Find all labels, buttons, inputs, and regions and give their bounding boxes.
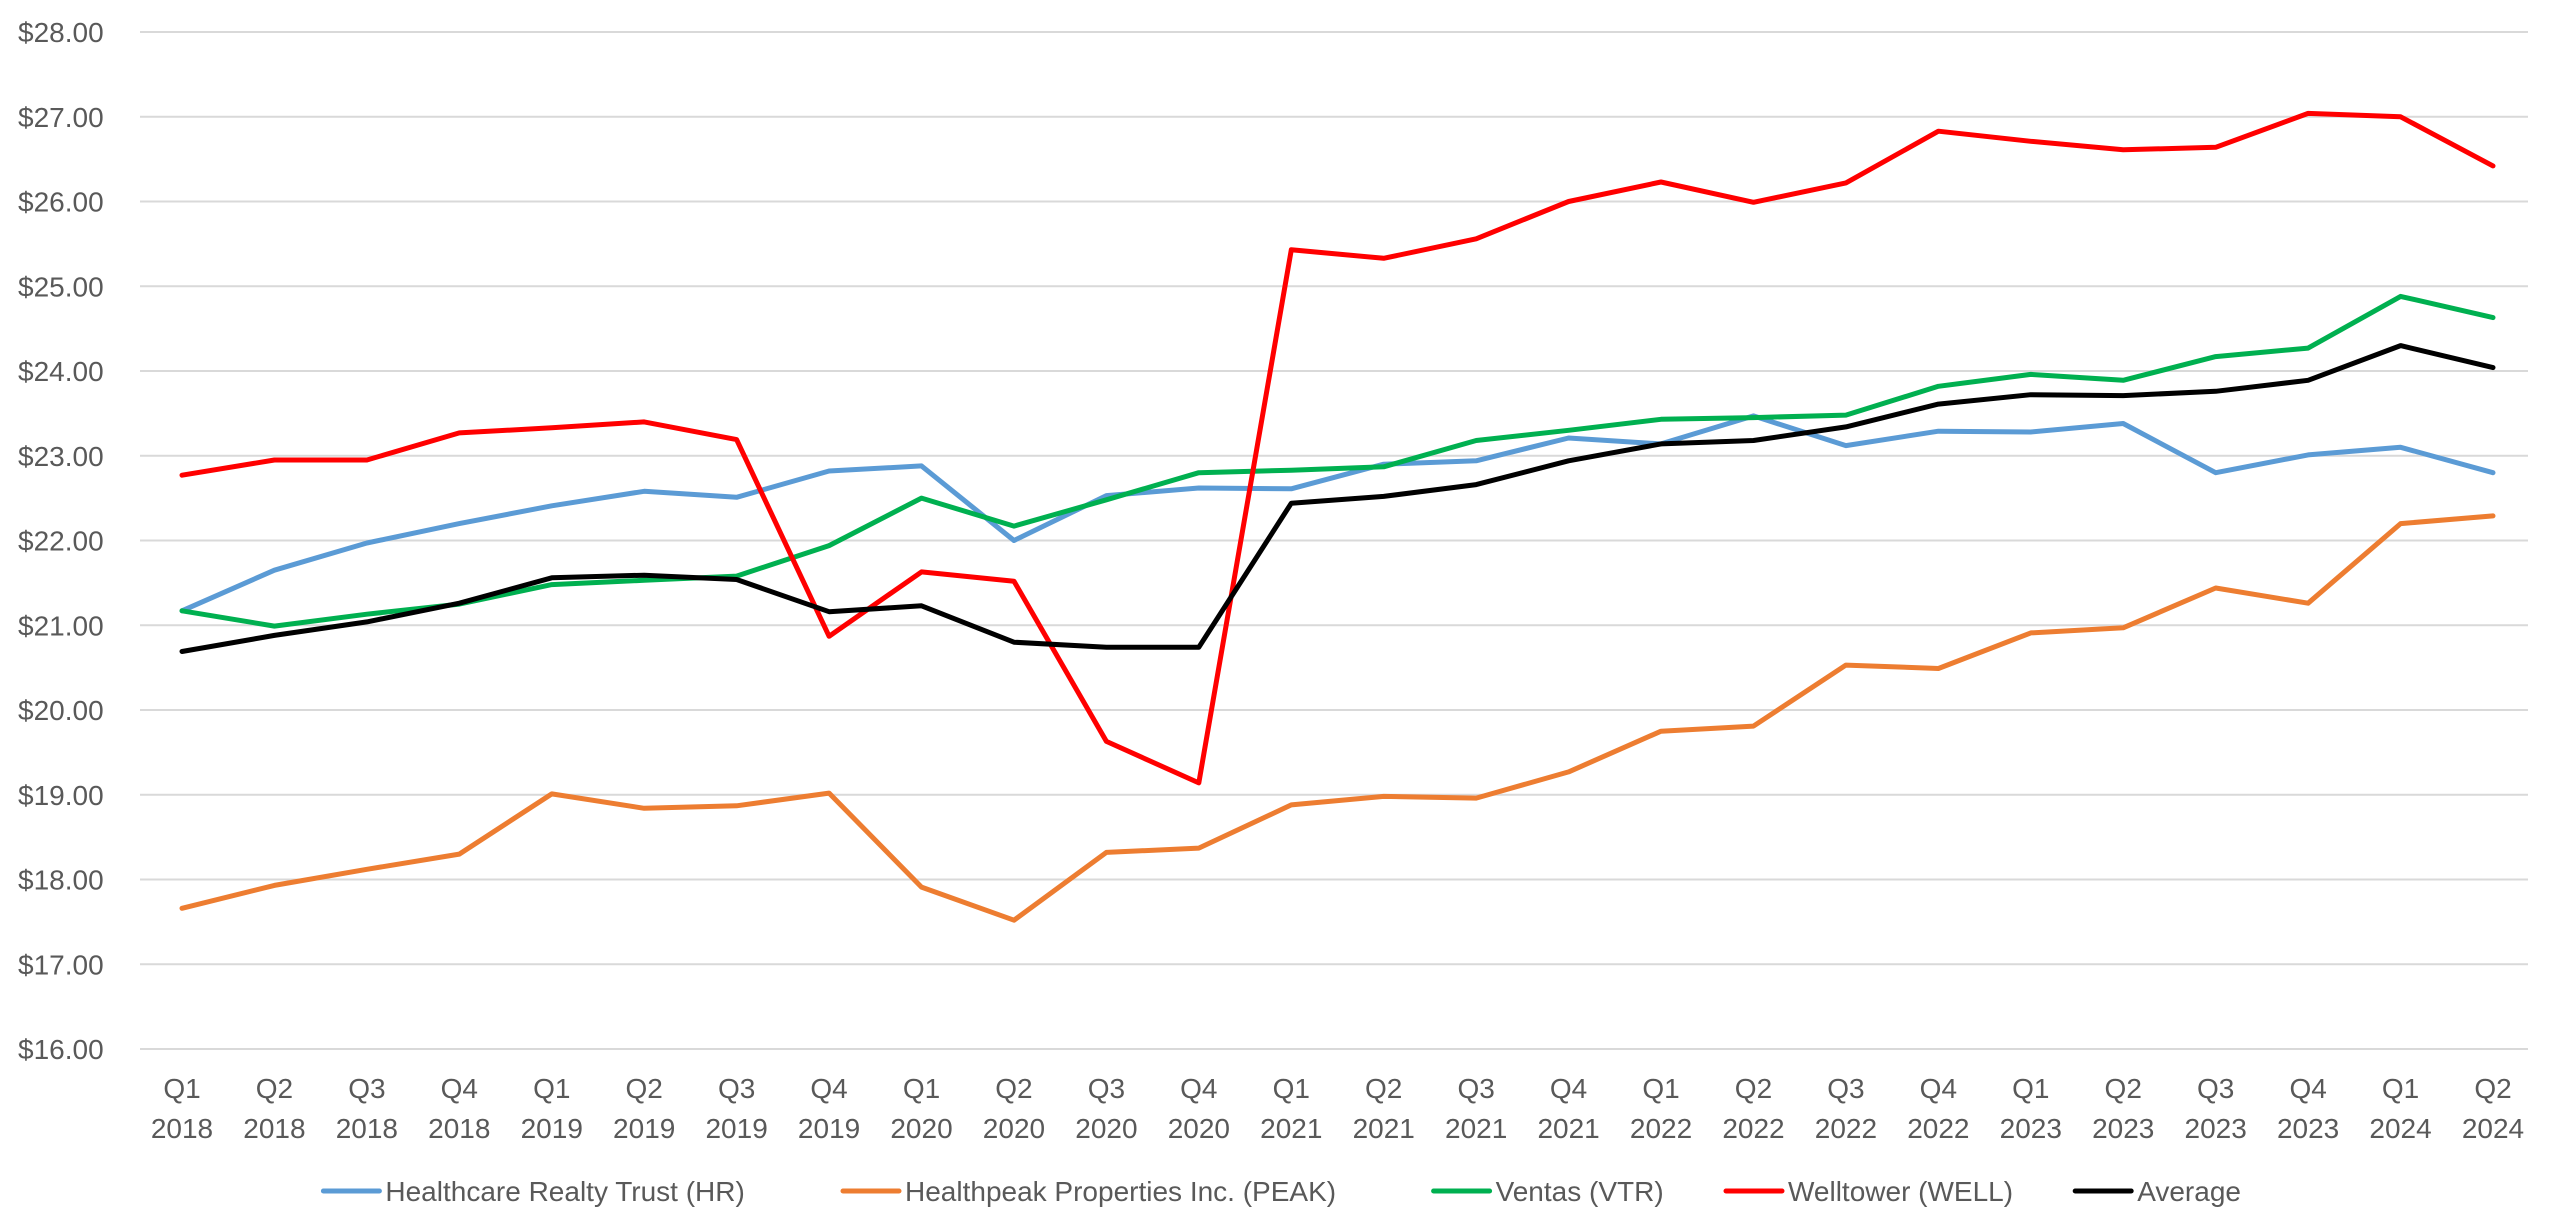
legend: Healthcare Realty Trust (HR) Healthpeak P… bbox=[320, 1176, 2241, 1207]
y-tick-label: $17.00 bbox=[18, 949, 104, 980]
x-tick-label-quarter: Q2 bbox=[626, 1073, 663, 1104]
x-tick-label-quarter: Q4 bbox=[441, 1073, 478, 1104]
x-tick-label-year: 2021 bbox=[1260, 1113, 1322, 1144]
y-tick-label: $28.00 bbox=[18, 17, 104, 48]
x-tick-label-quarter: Q2 bbox=[256, 1073, 293, 1104]
series-line-4 bbox=[179, 343, 2496, 654]
x-tick-label-year: 2023 bbox=[2185, 1113, 2247, 1144]
x-tick-label-year: 2018 bbox=[151, 1113, 213, 1144]
x-tick-label-quarter: Q3 bbox=[1457, 1073, 1494, 1104]
gridlines bbox=[140, 31, 2528, 1050]
x-tick-label-quarter: Q1 bbox=[1642, 1073, 1679, 1104]
x-tick-label-year: 2022 bbox=[1907, 1113, 1969, 1144]
y-tick-label: $20.00 bbox=[18, 695, 104, 726]
y-tick-label: $18.00 bbox=[18, 865, 104, 896]
x-tick-label-year: 2022 bbox=[1722, 1113, 1784, 1144]
series-line-3 bbox=[179, 110, 2496, 786]
legend-label: Welltower (WELL) bbox=[1788, 1176, 2013, 1207]
y-tick-label: $16.00 bbox=[18, 1034, 104, 1065]
x-tick-label-year: 2023 bbox=[2092, 1113, 2154, 1144]
x-tick-label-quarter: Q1 bbox=[903, 1073, 940, 1104]
x-tick-label-quarter: Q1 bbox=[533, 1073, 570, 1104]
x-tick-label-year: 2023 bbox=[2000, 1113, 2062, 1144]
x-tick-label-quarter: Q4 bbox=[2289, 1073, 2326, 1104]
legend-label: Average bbox=[2137, 1176, 2241, 1207]
x-tick-label-year: 2023 bbox=[2277, 1113, 2339, 1144]
x-tick-label-quarter: Q3 bbox=[1827, 1073, 1864, 1104]
x-tick-label-quarter: Q4 bbox=[1550, 1073, 1587, 1104]
x-tick-label-year: 2020 bbox=[983, 1113, 1045, 1144]
legend-label: Healthpeak Properties Inc. (PEAK) bbox=[905, 1176, 1336, 1207]
x-tick-label-quarter: Q4 bbox=[810, 1073, 847, 1104]
y-tick-label: $23.00 bbox=[18, 441, 104, 472]
x-tick-label-year: 2024 bbox=[2462, 1113, 2524, 1144]
x-tick-label-year: 2018 bbox=[428, 1113, 490, 1144]
series-line-1 bbox=[179, 513, 2496, 923]
x-tick-label-year: 2024 bbox=[2369, 1113, 2431, 1144]
y-tick-label: $24.00 bbox=[18, 356, 104, 387]
x-tick-label-year: 2018 bbox=[243, 1113, 305, 1144]
x-tick-label-quarter: Q3 bbox=[348, 1073, 385, 1104]
x-tick-label-year: 2019 bbox=[705, 1113, 767, 1144]
y-tick-label: $21.00 bbox=[18, 610, 104, 641]
x-tick-label-quarter: Q4 bbox=[1180, 1073, 1217, 1104]
x-tick-label-year: 2021 bbox=[1445, 1113, 1507, 1144]
x-axis-tick-labels: Q1 2018 Q2 2018 Q3 2018 Q4 2018 Q1 2019 Q2 2019 Q3 20… bbox=[151, 1073, 2524, 1144]
legend-label: Healthcare Realty Trust (HR) bbox=[385, 1176, 744, 1207]
x-tick-label-quarter: Q2 bbox=[2105, 1073, 2142, 1104]
series-line-0 bbox=[179, 413, 2496, 614]
x-tick-label-quarter: Q2 bbox=[995, 1073, 1032, 1104]
x-tick-label-quarter: Q1 bbox=[2382, 1073, 2419, 1104]
x-tick-label-quarter: Q2 bbox=[1735, 1073, 1772, 1104]
x-tick-label-year: 2020 bbox=[1075, 1113, 1137, 1144]
x-tick-label-year: 2020 bbox=[1168, 1113, 1230, 1144]
x-tick-label-quarter: Q4 bbox=[1920, 1073, 1957, 1104]
x-tick-label-year: 2019 bbox=[613, 1113, 675, 1144]
legend-label: Ventas (VTR) bbox=[1496, 1176, 1664, 1207]
x-tick-label-year: 2022 bbox=[1630, 1113, 1692, 1144]
y-tick-label: $26.00 bbox=[18, 187, 104, 218]
x-tick-label-quarter: Q1 bbox=[163, 1073, 200, 1104]
series-lines bbox=[179, 110, 2496, 923]
x-tick-label-year: 2018 bbox=[336, 1113, 398, 1144]
x-tick-label-quarter: Q1 bbox=[2012, 1073, 2049, 1104]
x-tick-label-quarter: Q2 bbox=[2474, 1073, 2511, 1104]
y-tick-label: $22.00 bbox=[18, 526, 104, 557]
x-tick-label-quarter: Q3 bbox=[1088, 1073, 1125, 1104]
x-tick-label-quarter: Q3 bbox=[718, 1073, 755, 1104]
x-tick-label-year: 2019 bbox=[798, 1113, 860, 1144]
x-tick-label-year: 2019 bbox=[521, 1113, 583, 1144]
x-tick-label-quarter: Q3 bbox=[2197, 1073, 2234, 1104]
x-tick-label-year: 2021 bbox=[1353, 1113, 1415, 1144]
x-tick-label-quarter: Q1 bbox=[1273, 1073, 1310, 1104]
x-tick-label-year: 2021 bbox=[1537, 1113, 1599, 1144]
y-tick-label: $27.00 bbox=[18, 102, 104, 133]
x-tick-label-year: 2020 bbox=[890, 1113, 952, 1144]
y-axis-tick-labels: $16.00 $17.00 $18.00 $19.00 $20.00 $21.00 $22.… bbox=[18, 17, 104, 1065]
y-tick-label: $19.00 bbox=[18, 780, 104, 811]
x-tick-label-year: 2022 bbox=[1815, 1113, 1877, 1144]
x-tick-label-quarter: Q2 bbox=[1365, 1073, 1402, 1104]
series-line-2 bbox=[179, 293, 2496, 629]
y-tick-label: $25.00 bbox=[18, 271, 104, 302]
